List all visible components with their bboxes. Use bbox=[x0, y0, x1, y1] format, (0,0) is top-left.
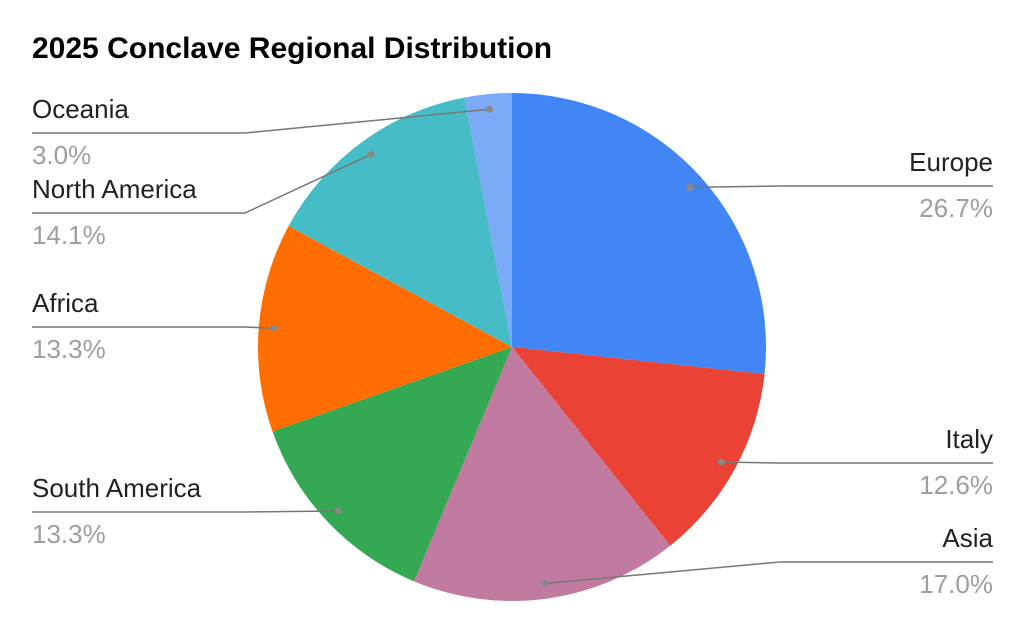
leader-dot bbox=[334, 507, 342, 515]
leader-dot bbox=[541, 579, 549, 587]
pie-slice bbox=[512, 93, 766, 375]
leader-line bbox=[32, 510, 339, 513]
value-label: 14.1% bbox=[32, 220, 106, 250]
leader-dot bbox=[717, 458, 725, 466]
pie-slice bbox=[288, 97, 512, 347]
leader-line bbox=[32, 108, 490, 134]
pie-slice bbox=[272, 347, 512, 582]
slice-label: Africa bbox=[32, 288, 99, 318]
leader-dot bbox=[686, 183, 694, 191]
pie-slice bbox=[258, 226, 512, 432]
slice-label: Asia bbox=[942, 523, 993, 553]
pie-slice bbox=[464, 93, 512, 347]
value-label: 13.3% bbox=[32, 334, 106, 364]
leader-line bbox=[721, 461, 993, 464]
leader-line bbox=[32, 326, 275, 330]
leader-line bbox=[544, 561, 993, 585]
slice-label: North America bbox=[32, 174, 197, 204]
value-label: 26.7% bbox=[919, 193, 993, 223]
leader-dot bbox=[486, 105, 494, 113]
value-label: 3.0% bbox=[32, 140, 91, 170]
value-label: 17.0% bbox=[919, 569, 993, 599]
chart-title: 2025 Conclave Regional Distribution bbox=[32, 32, 552, 65]
pie-slice bbox=[414, 347, 671, 602]
value-label: 13.3% bbox=[32, 519, 106, 549]
pie-slice bbox=[512, 347, 765, 546]
leader-dot bbox=[270, 324, 278, 332]
slice-label: Europe bbox=[909, 147, 993, 177]
slice-label: South America bbox=[32, 473, 202, 503]
value-label: 12.6% bbox=[919, 470, 993, 500]
leader-dot bbox=[367, 150, 375, 158]
leader-line bbox=[32, 153, 372, 214]
slice-label: Italy bbox=[945, 424, 993, 454]
slice-label: Oceania bbox=[32, 94, 129, 124]
leader-line bbox=[689, 185, 993, 189]
